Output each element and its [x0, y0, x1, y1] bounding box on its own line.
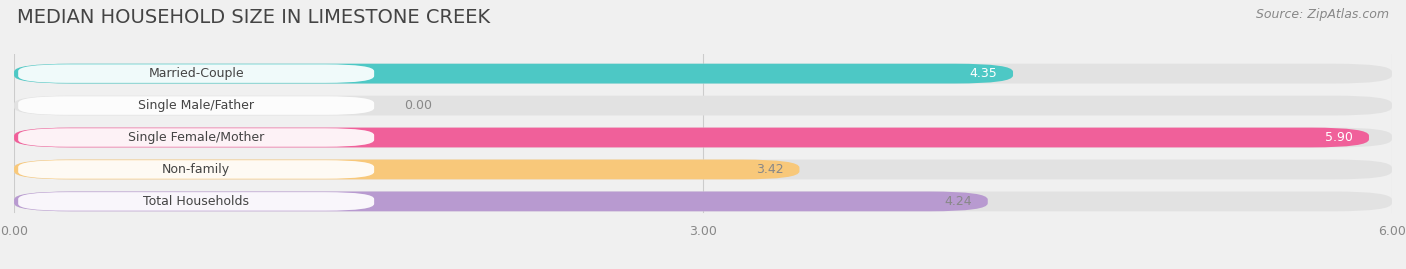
- FancyBboxPatch shape: [14, 192, 1392, 211]
- Text: Single Female/Mother: Single Female/Mother: [128, 131, 264, 144]
- FancyBboxPatch shape: [14, 192, 988, 211]
- Text: 4.24: 4.24: [943, 195, 972, 208]
- FancyBboxPatch shape: [14, 96, 1392, 115]
- FancyBboxPatch shape: [18, 128, 374, 147]
- FancyBboxPatch shape: [14, 160, 800, 179]
- Text: 4.35: 4.35: [969, 67, 997, 80]
- FancyBboxPatch shape: [18, 64, 374, 83]
- Text: Total Households: Total Households: [143, 195, 249, 208]
- FancyBboxPatch shape: [18, 160, 374, 179]
- Text: 5.90: 5.90: [1324, 131, 1353, 144]
- Text: Source: ZipAtlas.com: Source: ZipAtlas.com: [1256, 8, 1389, 21]
- Text: MEDIAN HOUSEHOLD SIZE IN LIMESTONE CREEK: MEDIAN HOUSEHOLD SIZE IN LIMESTONE CREEK: [17, 8, 491, 27]
- FancyBboxPatch shape: [14, 128, 1392, 147]
- Text: Non-family: Non-family: [162, 163, 231, 176]
- FancyBboxPatch shape: [14, 64, 1392, 83]
- FancyBboxPatch shape: [18, 192, 374, 211]
- FancyBboxPatch shape: [14, 160, 1392, 179]
- Text: Single Male/Father: Single Male/Father: [138, 99, 254, 112]
- FancyBboxPatch shape: [18, 96, 374, 115]
- Text: 3.42: 3.42: [756, 163, 783, 176]
- FancyBboxPatch shape: [14, 64, 1012, 83]
- Text: 0.00: 0.00: [405, 99, 433, 112]
- FancyBboxPatch shape: [14, 128, 1369, 147]
- Text: Married-Couple: Married-Couple: [149, 67, 245, 80]
